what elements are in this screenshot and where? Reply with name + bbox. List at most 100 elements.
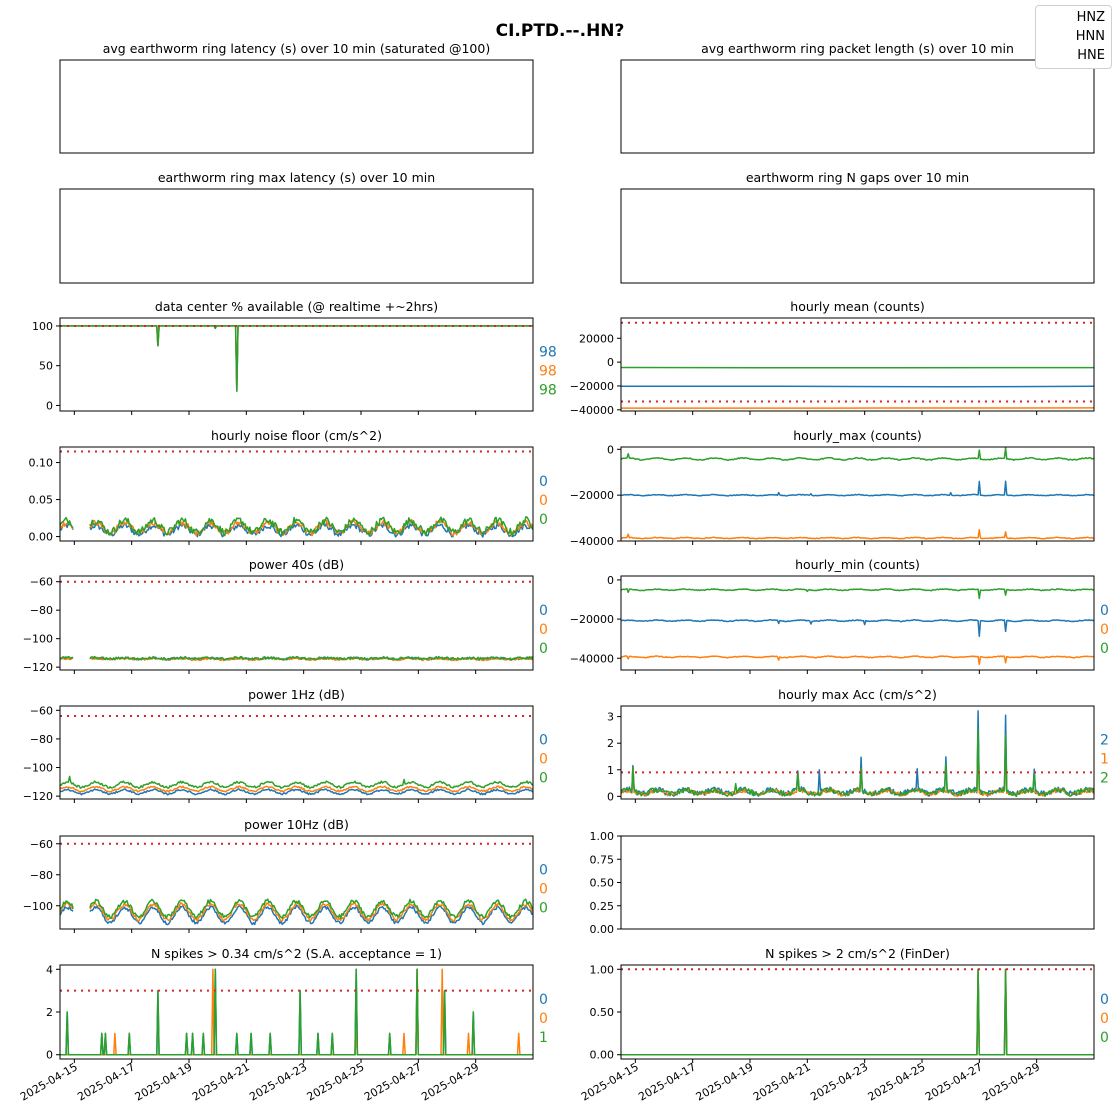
series-line-hnz <box>621 480 1094 497</box>
series-line-hnz <box>60 904 533 926</box>
series-line-hnz <box>621 618 1094 638</box>
y-tick-label: 50 <box>39 360 53 373</box>
plot-area <box>621 968 1094 1056</box>
y-tick-label: 1 <box>607 764 614 777</box>
series-line-hnn <box>621 738 1094 797</box>
x-tick-label: 2025-04-27 <box>923 1060 985 1103</box>
series-line-hne <box>60 968 533 1056</box>
side-label-hnn: 0 <box>539 752 548 768</box>
plot-area <box>621 447 1094 540</box>
y-tick-label: 20000 <box>579 332 614 345</box>
axes-frame <box>59 835 534 930</box>
plot-area <box>60 450 533 538</box>
x-tick-label: 2025-04-23 <box>247 1060 309 1103</box>
x-tick-label: 2025-04-15 <box>579 1060 641 1103</box>
axes-frame <box>620 446 1095 542</box>
axes-frame <box>620 964 1095 1060</box>
plot-area <box>621 588 1094 666</box>
axes-frame <box>620 705 1095 800</box>
axes-frame <box>59 446 534 542</box>
y-tick-label: 1.00 <box>590 830 615 843</box>
series-line-hnz <box>60 968 533 1056</box>
plot-area <box>621 710 1094 798</box>
panel-4: data center % available (@ realtime +~2h… <box>32 299 557 415</box>
y-tick-label: 0 <box>607 790 614 803</box>
y-tick-label: 0 <box>46 1049 53 1062</box>
axes-frame <box>620 317 1095 412</box>
legend: HNZ HNN HNE <box>1035 5 1112 69</box>
x-tick-label: 2025-04-21 <box>751 1060 813 1103</box>
side-label-hnn: 0 <box>539 493 548 509</box>
y-tick-label: 0.50 <box>590 1006 615 1019</box>
y-tick-label: 0 <box>46 399 53 412</box>
axes-frame <box>59 59 534 154</box>
panel-15: N spikes > 2 cm/s^2 (FinDer) 0.00 0.50 1.00… <box>579 946 1109 1104</box>
y-tick-label: −20000 <box>570 613 614 626</box>
y-tick-label: −100 <box>23 900 53 913</box>
axes-frame <box>620 835 1095 930</box>
panel-6: hourly noise floor (cm/s^2) 0.00 0.05 0.10 0… <box>29 428 548 545</box>
y-tick-label: −80 <box>30 869 53 882</box>
series-line-hne <box>621 968 1094 1056</box>
axes-frame <box>59 705 534 800</box>
series-line-hnn <box>60 325 533 392</box>
panel-title: earthworm ring N gaps over 10 min <box>746 170 969 185</box>
y-tick-label: −40000 <box>570 535 614 548</box>
axes-frame <box>59 964 534 1060</box>
y-tick-label: −100 <box>23 633 53 646</box>
plot-area <box>60 324 533 392</box>
side-label-hnz: 0 <box>1100 603 1109 619</box>
series-line-hne <box>60 775 533 790</box>
plot-area <box>60 715 533 796</box>
y-tick-label: −20000 <box>570 489 614 502</box>
series-line-hnn <box>60 785 533 793</box>
axes-frame <box>620 575 1095 671</box>
side-label-hnz: 0 <box>539 863 548 879</box>
side-label-hnn: 0 <box>539 882 548 898</box>
side-label-hnz: 98 <box>539 345 557 361</box>
y-tick-label: −40000 <box>570 404 614 417</box>
panel-title: N spikes > 0.34 cm/s^2 (S.A. acceptance … <box>151 946 442 961</box>
panel-title: earthworm ring max latency (s) over 10 m… <box>158 170 435 185</box>
legend-entry-hnz: HNZ <box>1076 10 1105 25</box>
side-label-hnz: 0 <box>1100 992 1109 1008</box>
y-tick-label: −80 <box>30 733 53 746</box>
y-tick-label: 0.00 <box>590 923 615 936</box>
side-label-hne: 0 <box>1100 641 1109 657</box>
panel-13: 0.00 0.25 0.50 0.75 1.00 <box>590 830 1095 936</box>
series-line-hne <box>621 588 1094 600</box>
y-tick-label: 0.00 <box>590 1049 615 1062</box>
panel-1: avg earthworm ring packet length (s) ove… <box>620 41 1095 154</box>
series-line-hnz <box>621 968 1094 1056</box>
side-label-hnz: 0 <box>539 474 548 490</box>
panel-9: hourly_min (counts) −40000 −20000 0 0 0 0 <box>570 557 1109 674</box>
legend-entry-hne: HNE <box>1077 48 1105 63</box>
panel-title: N spikes > 2 cm/s^2 (FinDer) <box>765 946 950 961</box>
side-label-hnn: 0 <box>1100 1011 1109 1027</box>
x-tick-label: 2025-04-21 <box>190 1060 252 1103</box>
x-tick-label: 2025-04-19 <box>694 1060 756 1103</box>
axes-frame <box>59 188 534 284</box>
panel-title: hourly_min (counts) <box>795 557 920 572</box>
side-label-hnz: 0 <box>539 733 548 749</box>
panel-title: data center % available (@ realtime +~2h… <box>155 299 438 314</box>
side-label-hnn: 0 <box>1100 622 1109 638</box>
y-tick-label: 0.50 <box>590 877 615 890</box>
side-label-hne: 0 <box>539 771 548 787</box>
series-line-hnz <box>60 788 533 796</box>
y-tick-label: 0 <box>607 356 614 369</box>
x-tick-label: 2025-04-27 <box>362 1060 424 1103</box>
side-label-hne: 0 <box>539 641 548 657</box>
side-label-hnn: 0 <box>539 1011 548 1027</box>
y-tick-label: 0.05 <box>29 494 54 507</box>
panel-title: avg earthworm ring latency (s) over 10 m… <box>103 41 490 56</box>
panel-2: earthworm ring max latency (s) over 10 m… <box>59 170 534 284</box>
x-tick-label: 2025-04-29 <box>980 1060 1042 1103</box>
y-tick-label: 100 <box>32 320 53 333</box>
axes-frame <box>59 575 534 671</box>
x-tick-label: 2025-04-17 <box>75 1060 137 1103</box>
y-tick-label: 3 <box>607 711 614 724</box>
y-tick-label: 2 <box>46 1006 53 1019</box>
plot-area <box>60 968 533 1056</box>
